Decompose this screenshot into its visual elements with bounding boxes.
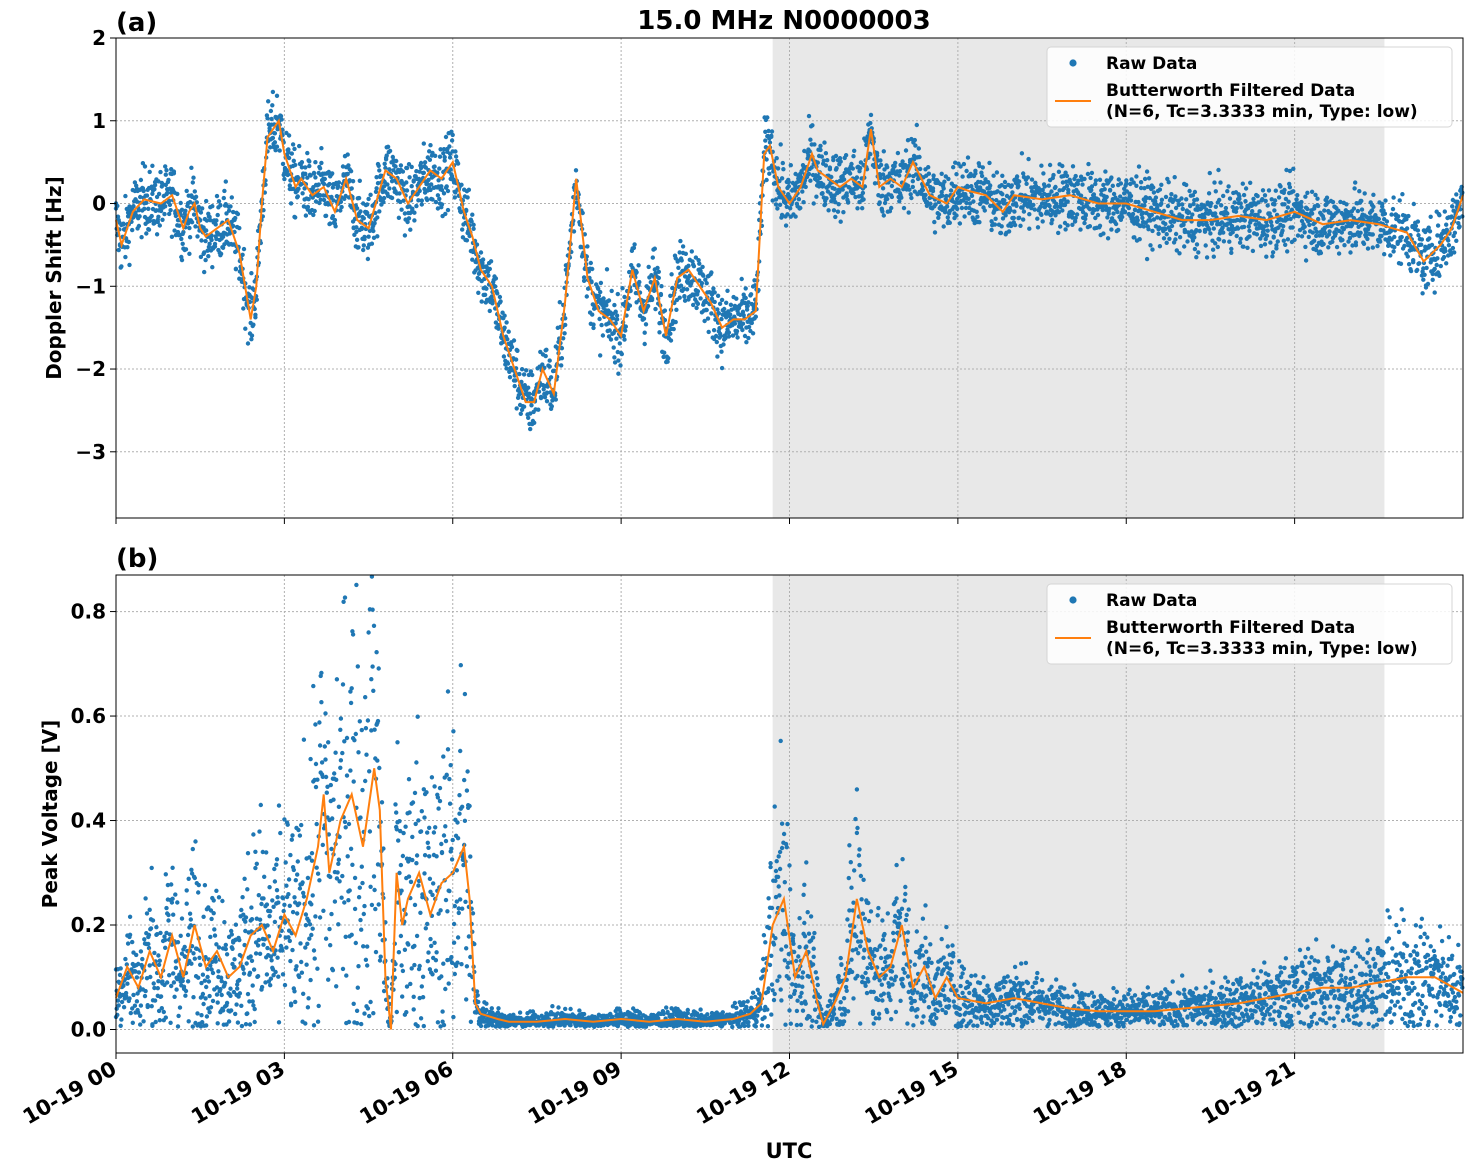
panel-b-y-tick-label: 0.6: [71, 704, 106, 728]
panel-a-legend: Raw Data Butterworth Filtered Data (N=6,…: [1046, 46, 1453, 128]
panel-a-y-axis: 2 1 0 −1 −2 −3: [75, 26, 116, 464]
panel-a-legend-filtered-label: Butterworth Filtered Data: [1106, 81, 1355, 101]
panel-a-y-tick-label: −1: [75, 274, 106, 298]
panel-b-legend-raw-label: Raw Data: [1106, 591, 1197, 611]
panel-a-legend-raw-marker: [1069, 59, 1077, 67]
panel-a-raw-data-points: [113, 89, 1465, 432]
panel-a-label: (a): [116, 8, 157, 38]
panel-a-legend-raw-label: Raw Data: [1106, 54, 1197, 74]
panel-a-y-tick-label: −2: [75, 357, 106, 381]
panel-a-doppler-shift: 2 1 0 −1 −2 −3 (a) Doppler Shift [Hz] Raw Dat…: [42, 8, 1465, 524]
panel-b-raw-data-points: [113, 574, 1465, 1030]
panel-b-legend-raw-marker: [1069, 596, 1077, 604]
panel-b-y-tick-label: 0.8: [71, 600, 106, 624]
panel-b-y-tick-label: 0.2: [71, 913, 106, 937]
panel-b-legend-box: [1046, 583, 1453, 665]
panel-a-legend-box: [1046, 46, 1453, 128]
panel-b-label: (b): [116, 544, 158, 574]
panel-a-x-axis-ticks: [115, 518, 1296, 524]
panel-b-filtered-line: [115, 768, 1464, 1030]
panel-b-legend-filtered-label: Butterworth Filtered Data: [1106, 618, 1355, 638]
panel-a-y-tick-label: 2: [92, 26, 106, 50]
panel-a-y-axis-label: Doppler Shift [Hz]: [42, 176, 66, 380]
panel-a-y-tick-label: 0: [92, 192, 106, 216]
panel-a-filtered-line: [115, 118, 1464, 404]
panel-b-y-axis-label: Peak Voltage [V]: [38, 720, 62, 909]
figure-title: 15.0 MHz N0000003: [637, 6, 930, 36]
panel-a-y-tick-label: −3: [75, 440, 106, 464]
panel-b-y-axis: 0.0 0.2 0.4 0.6 0.8: [71, 600, 116, 1041]
panel-a-raw-points: [113, 89, 1465, 432]
panel-b-y-tick-label: 0.4: [71, 809, 106, 833]
panel-b-raw-points: [113, 574, 1465, 1030]
panel-b-legend-filtered-params: (N=6, Tc=3.3333 min, Type: low): [1106, 639, 1418, 659]
x-axis-label: UTC: [766, 1139, 813, 1163]
panel-a-y-tick-label: 1: [92, 109, 106, 133]
panel-b-y-tick-label: 0.0: [71, 1017, 106, 1041]
panel-a-legend-filtered-params: (N=6, Tc=3.3333 min, Type: low): [1106, 102, 1418, 122]
panel-b-legend: Raw Data Butterworth Filtered Data (N=6,…: [1046, 583, 1453, 665]
